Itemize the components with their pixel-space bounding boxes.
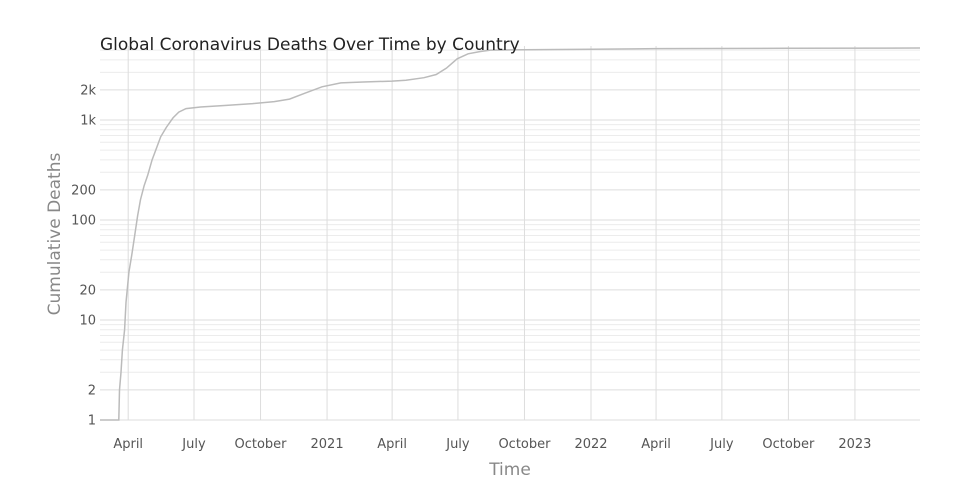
x-axis-title: Time <box>488 460 531 480</box>
y-tick-label: 10 <box>79 314 96 329</box>
x-tick-label: October <box>235 437 288 452</box>
y-tick-label: 2 <box>88 383 96 398</box>
chart-title: Global Coronavirus Deaths Over Time by C… <box>100 35 520 55</box>
x-tick-label: April <box>377 437 407 452</box>
x-tick-label: 2022 <box>574 437 607 452</box>
x-tick-label: July <box>181 437 206 452</box>
x-tick-label: 2023 <box>838 437 871 452</box>
y-tick-label: 2k <box>80 83 96 98</box>
y-tick-label: 1 <box>88 414 96 429</box>
x-tick-label: July <box>709 437 734 452</box>
series-line <box>100 47 921 421</box>
y-axis-title: Cumulative Deaths <box>45 153 65 316</box>
x-tick-labels: April July October 2021 April July October 2022… <box>113 437 871 452</box>
x-tick-label: April <box>113 437 143 452</box>
x-tick-label: July <box>445 437 470 452</box>
series-layer <box>100 47 921 421</box>
x-tick-label: October <box>498 437 551 452</box>
y-tick-label: 100 <box>71 214 96 229</box>
y-tick-label: 1k <box>80 114 96 129</box>
y-tick-label: 20 <box>79 283 96 298</box>
y-tick-labels: 1 2 10 20 100 200 1k 2k <box>71 83 96 428</box>
grid-layer <box>100 46 920 421</box>
x-tick-label: October <box>762 437 815 452</box>
y-tick-label: 200 <box>71 183 96 198</box>
x-tick-label: April <box>641 437 671 452</box>
x-tick-label: 2021 <box>311 437 344 452</box>
